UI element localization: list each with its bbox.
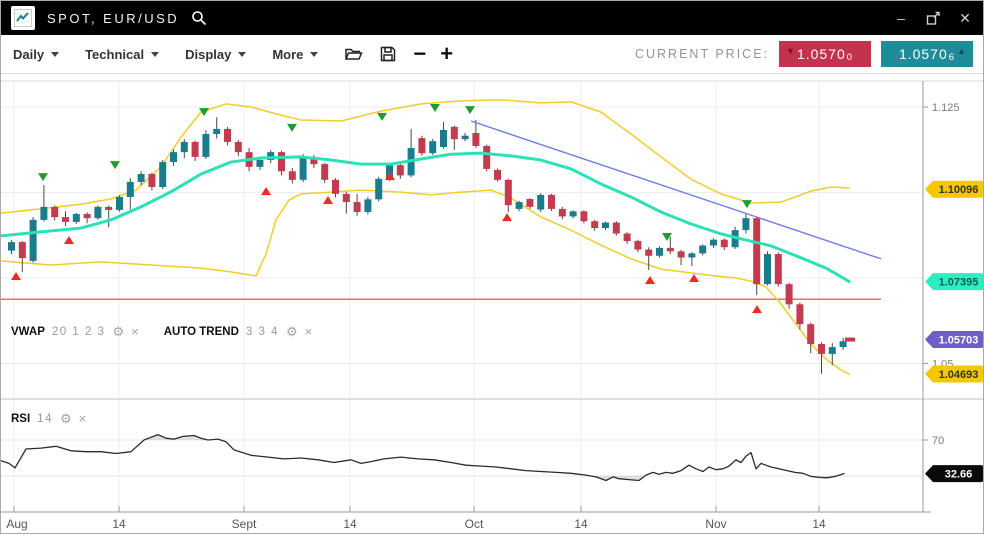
indicator-legend-row: VWAP 20 1 2 3 ⚙ × AUTO TREND 3 3 4 ⚙ ×: [11, 325, 312, 338]
rsi-label: RSI: [11, 412, 31, 425]
menu-display[interactable]: Display: [185, 47, 247, 62]
chevron-down-icon: [310, 51, 319, 57]
rsi-params: 14: [37, 412, 53, 425]
rsi-legend: RSI 14 ⚙ ×: [11, 412, 86, 425]
chevron-down-icon: [51, 51, 60, 57]
gear-icon[interactable]: ⚙: [112, 324, 125, 339]
svg-text:32.66: 32.66: [945, 469, 973, 481]
line-chart-icon: [14, 9, 32, 27]
svg-text:1.125: 1.125: [932, 102, 960, 114]
gear-icon[interactable]: ⚙: [285, 324, 298, 339]
window-controls: – ✕: [893, 9, 973, 27]
close-icon[interactable]: ×: [78, 411, 87, 426]
close-icon[interactable]: ×: [304, 324, 313, 339]
save-icon[interactable]: [379, 45, 397, 63]
ask-price-value: 1.0570: [898, 46, 948, 62]
vwap-label: VWAP: [11, 325, 45, 338]
zoom-out-button[interactable]: −: [413, 41, 427, 66]
bid-price-value: 1.0570: [796, 46, 846, 62]
chart-app-icon: [11, 6, 35, 30]
chart-area: 1.125 1.05 70 Aug 14 Sept 14 Oct 14 Nov 14 1.10096 1…: [1, 74, 984, 534]
down-arrow-icon: ▼: [786, 46, 796, 56]
close-icon[interactable]: ×: [131, 324, 139, 339]
close-button[interactable]: ✕: [959, 9, 971, 26]
chevron-down-icon: [238, 51, 247, 57]
search-icon[interactable]: [191, 10, 207, 26]
title-bar: SPOT, EUR/USD – ✕: [1, 1, 983, 35]
chevron-down-icon: [151, 51, 160, 57]
gear-icon[interactable]: ⚙: [59, 411, 72, 426]
menu-more[interactable]: More: [272, 47, 319, 62]
svg-text:14: 14: [574, 517, 588, 531]
menu-daily[interactable]: Daily: [13, 47, 60, 62]
current-price-area: CURRENT PRICE: ▼ 1.0570 0 1.0570 6 ▲: [635, 41, 973, 67]
svg-text:Sept: Sept: [232, 517, 257, 531]
menu-technical[interactable]: Technical: [85, 47, 160, 62]
svg-text:14: 14: [812, 517, 826, 531]
vwap-params: 20 1 2 3: [51, 325, 106, 338]
current-price-label: CURRENT PRICE:: [634, 47, 769, 61]
svg-text:1.10096: 1.10096: [939, 184, 979, 196]
svg-text:14: 14: [343, 517, 357, 531]
svg-text:1.05703: 1.05703: [939, 334, 979, 346]
svg-text:Oct: Oct: [465, 517, 484, 531]
ask-price-button[interactable]: 1.0570 6 ▲: [881, 41, 973, 67]
svg-text:1.04693: 1.04693: [939, 369, 979, 381]
vwap-legend: VWAP 20 1 2 3 ⚙ ×: [11, 325, 139, 338]
svg-text:Nov: Nov: [705, 517, 726, 531]
autotrend-label: AUTO TREND: [163, 325, 239, 338]
svg-text:14: 14: [112, 517, 126, 531]
svg-text:Aug: Aug: [6, 517, 27, 531]
autotrend-params: 3 3 4: [245, 325, 279, 338]
open-folder-icon[interactable]: [344, 46, 364, 63]
window-title: SPOT, EUR/USD: [47, 10, 180, 26]
popout-button[interactable]: [925, 10, 941, 26]
bid-price-button[interactable]: ▼ 1.0570 0: [779, 41, 871, 67]
svg-text:1.07395: 1.07395: [939, 277, 979, 289]
autotrend-legend: AUTO TREND 3 3 4 ⚙ ×: [164, 325, 313, 338]
toolbar: Daily Technical Display More − + CU: [1, 35, 983, 74]
svg-text:70: 70: [932, 435, 944, 447]
minimize-button[interactable]: –: [897, 10, 905, 26]
zoom-in-button[interactable]: +: [440, 41, 454, 66]
up-arrow-icon: ▲: [957, 46, 967, 56]
